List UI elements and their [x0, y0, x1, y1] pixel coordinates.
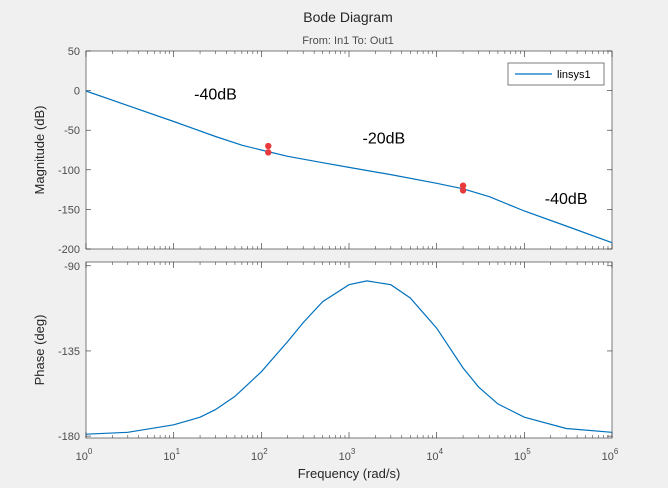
- mag-ytick-label: -150: [58, 204, 80, 216]
- phase-series-line: [85, 280, 613, 435]
- x-tick-label: 100: [76, 447, 93, 463]
- red-marker-point: [265, 142, 272, 150]
- annotation-group: -40dB -20dB -40dB: [194, 86, 587, 208]
- magnitude-series-line: [85, 90, 613, 244]
- legend-label-linsys1: linsys1: [557, 69, 591, 81]
- magnitude-ticks: 50 0 -50 -100 -150 -200: [58, 46, 612, 256]
- x-tick-label: 102: [251, 447, 268, 463]
- red-marker-point: [459, 182, 467, 189]
- legend[interactable]: linsys1: [507, 62, 605, 86]
- x-tick-label: 105: [514, 447, 531, 463]
- phase-axes[interactable]: [85, 261, 613, 439]
- chart-subtitle: From: In1 To: Out1: [302, 35, 394, 47]
- x-tick-label: 104: [426, 447, 443, 463]
- legend-box: [507, 62, 605, 86]
- phase-ylabel: Phase (deg): [32, 315, 47, 386]
- mag-ytick-label: -200: [58, 244, 80, 256]
- x-axis-label: Frequency (rad/s): [298, 466, 401, 481]
- x-tick-label: 106: [602, 447, 619, 463]
- mag-ytick-label: 0: [74, 86, 80, 98]
- chart-title: Bode Diagram: [303, 9, 393, 25]
- phase-ytick-label: -90: [64, 261, 80, 273]
- phase-ticks: -90 -135 -180: [58, 261, 612, 443]
- x-tick-label: 101: [163, 447, 180, 463]
- phase-ytick-label: -180: [58, 431, 80, 443]
- mag-ytick-label: -100: [58, 165, 80, 177]
- magnitude-ylabel: Magnitude (dB): [32, 106, 47, 195]
- slope-annotation: -20dB: [363, 131, 406, 148]
- mag-ytick-label: -50: [64, 125, 80, 137]
- marker-group: [265, 142, 467, 194]
- mag-ytick-label: 50: [68, 46, 80, 58]
- phase-ytick-label: -135: [58, 346, 80, 358]
- x-ticks: 100 101 102 103 104 105 106: [76, 51, 619, 463]
- slope-annotation: -40dB: [545, 191, 588, 208]
- x-tick-label: 103: [339, 447, 356, 463]
- slope-annotation: -40dB: [194, 86, 237, 103]
- red-marker-point: [459, 187, 467, 194]
- red-marker-point: [265, 149, 272, 156]
